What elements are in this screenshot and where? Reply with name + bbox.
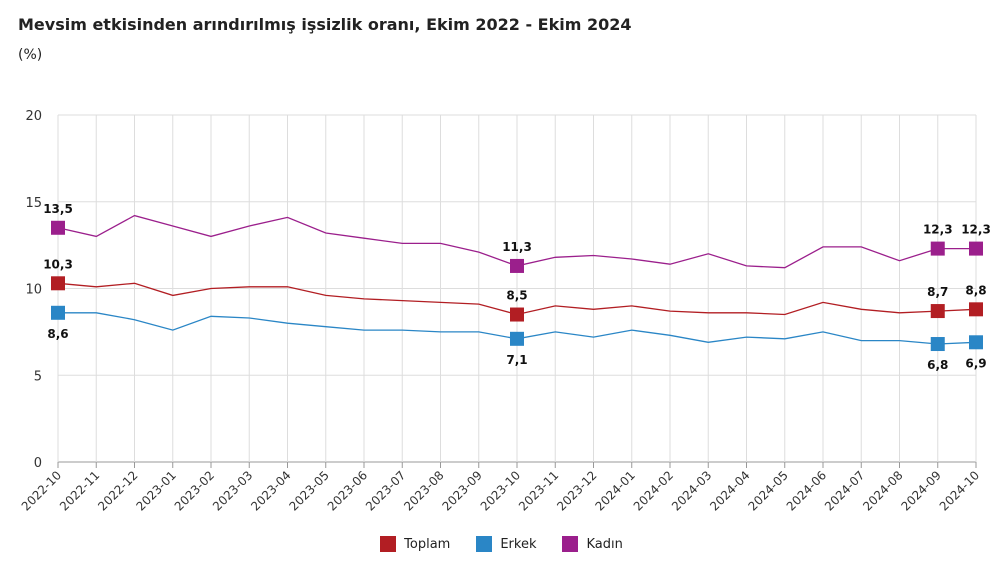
x-tick-label: 2023-03: [210, 468, 255, 513]
data-point-marker: [510, 331, 524, 346]
x-tick-label: 2024-06: [784, 468, 829, 513]
y-tick-label: 15: [25, 196, 42, 211]
data-label: 10,3: [43, 257, 73, 271]
data-point-marker: [969, 302, 983, 317]
data-label: 6,9: [965, 356, 986, 370]
data-point-marker: [969, 335, 983, 350]
y-tick-label: 5: [34, 369, 42, 384]
x-tick-label: 2024-10: [937, 468, 982, 513]
legend-label-kadin: Kadın: [586, 536, 623, 552]
data-point-marker: [51, 305, 65, 320]
data-point-marker: [930, 337, 945, 352]
x-tick-label: 2023-12: [554, 468, 599, 513]
x-tick-label: 2024-01: [593, 468, 638, 513]
data-label: 13,5: [43, 202, 73, 216]
legend-swatch-toplam: [380, 536, 397, 552]
x-tick-label: 2023-07: [363, 468, 408, 513]
legend-item-erkek[interactable]: Erkek: [476, 536, 536, 552]
legend-item-toplam[interactable]: Toplam: [380, 536, 450, 552]
x-tick-label: 2023-04: [248, 468, 293, 513]
x-tick-label: 2024-09: [899, 468, 944, 513]
y-tick-label: 10: [25, 283, 42, 298]
x-tick-label: 2024-08: [860, 468, 905, 513]
chart-title: Mevsim etkisinden arındırılmış işsizlik …: [18, 15, 632, 34]
data-point-marker: [51, 220, 65, 235]
data-point-marker: [930, 304, 945, 319]
data-point-marker: [930, 241, 945, 256]
x-tick-label: 2023-11: [516, 468, 561, 513]
x-tick-label: 2022-11: [57, 468, 102, 513]
x-tick-label: 2023-05: [287, 468, 332, 513]
data-point-marker: [510, 258, 524, 273]
legend-label-toplam: Toplam: [404, 536, 451, 552]
x-tick-label: 2024-02: [631, 468, 676, 513]
x-tick-label: 2022-10: [19, 468, 64, 513]
data-label: 8,8: [965, 283, 986, 297]
x-tick-label: 2024-04: [707, 468, 752, 513]
legend-item-kadin[interactable]: Kadın: [562, 536, 623, 552]
legend-swatch-erkek: [476, 536, 493, 552]
x-tick-label: 2023-10: [478, 468, 523, 513]
x-tick-label: 2024-07: [822, 468, 867, 513]
data-label: 8,7: [927, 285, 948, 299]
data-label: 12,3: [961, 223, 991, 237]
x-tick-label: 2022-12: [95, 468, 140, 513]
data-label: 11,3: [502, 240, 532, 254]
data-point-marker: [51, 276, 65, 291]
legend-swatch-kadin: [562, 536, 579, 552]
x-tick-label: 2024-03: [669, 468, 714, 513]
x-tick-label: 2024-05: [746, 468, 791, 513]
data-point-marker: [969, 241, 983, 256]
y-tick-label: 20: [25, 109, 42, 124]
data-label: 8,6: [47, 327, 68, 341]
data-point-marker: [510, 307, 524, 322]
x-tick-label: 2023-08: [401, 468, 446, 513]
legend: Toplam Erkek Kadın: [0, 536, 1003, 552]
legend-label-erkek: Erkek: [500, 536, 537, 552]
x-tick-label: 2023-06: [325, 468, 370, 513]
data-label: 12,3: [923, 223, 953, 237]
x-tick-label: 2023-09: [440, 468, 485, 513]
y-tick-label: 0: [34, 456, 42, 471]
unit-label: (%): [18, 47, 43, 63]
x-tick-label: 2023-02: [172, 468, 217, 513]
data-label: 7,1: [506, 353, 527, 367]
x-tick-label: 2023-01: [134, 468, 179, 513]
data-label: 8,5: [506, 289, 527, 303]
data-label: 6,8: [927, 358, 948, 372]
